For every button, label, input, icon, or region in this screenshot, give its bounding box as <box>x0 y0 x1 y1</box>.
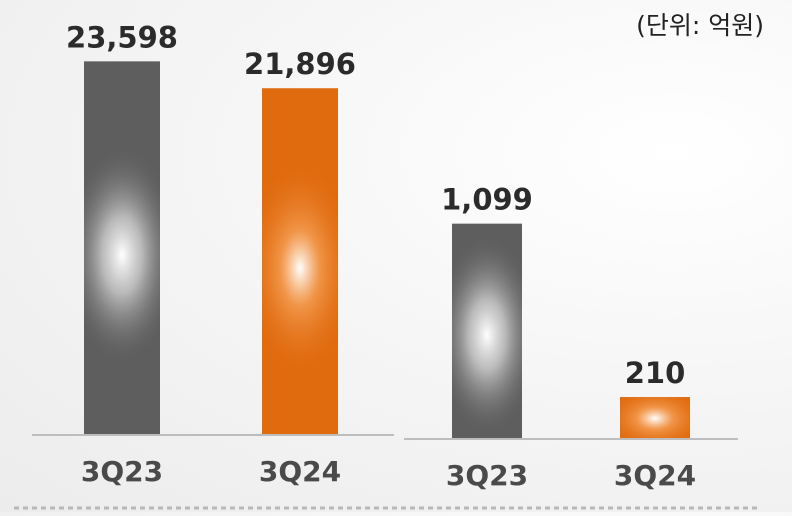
unit-label: (단위: 억원) <box>636 11 764 40</box>
bar-3q24 <box>262 88 338 434</box>
category-label: 3Q24 <box>614 459 696 492</box>
bar-highlight <box>620 397 690 439</box>
value-label: 210 <box>625 356 686 390</box>
bar-highlight <box>262 158 338 378</box>
chart-panel-1: 23,598 3Q23 21,896 3Q24 <box>32 20 394 488</box>
bar-3q23 <box>452 223 522 438</box>
value-label: 1,099 <box>441 183 533 217</box>
bar-highlight <box>84 145 160 365</box>
chart-panel-2: 1,099 3Q23 210 3Q24 <box>404 183 738 492</box>
bar-3q24 <box>620 397 690 439</box>
value-label: 23,598 <box>66 20 178 54</box>
category-label: 3Q23 <box>446 459 528 492</box>
value-label: 21,896 <box>244 47 356 81</box>
category-label: 3Q23 <box>81 455 163 488</box>
category-label: 3Q24 <box>259 455 341 488</box>
bar-highlight <box>452 234 522 436</box>
bar-3q23 <box>84 61 160 434</box>
